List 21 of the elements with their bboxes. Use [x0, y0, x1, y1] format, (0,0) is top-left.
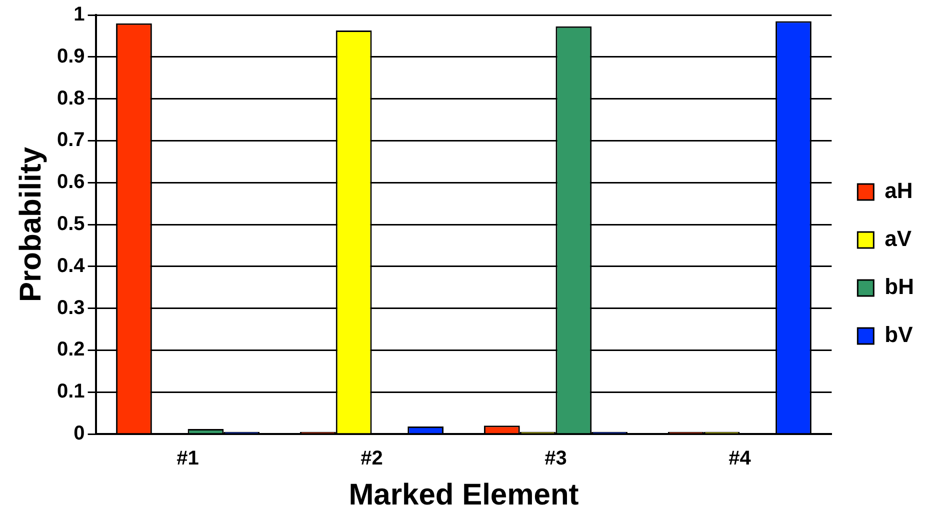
- y-tick-label: 0.9: [56, 45, 85, 68]
- legend-label: bH: [884, 274, 914, 300]
- legend-label: bV: [884, 322, 914, 348]
- y-tick-label: 0.2: [56, 338, 85, 361]
- y-axis-title: Probability: [14, 146, 48, 302]
- x-tick-label: #1: [176, 448, 199, 470]
- y-tick-label: 0.3: [56, 296, 85, 319]
- x-tick-label: #2: [360, 448, 383, 470]
- y-tick-label: 0.6: [56, 171, 85, 194]
- x-axis-title: Marked Element: [348, 478, 579, 512]
- y-tick-label: 0.8: [56, 87, 85, 110]
- y-tick-label: 1: [74, 4, 85, 26]
- x-tick-label: #4: [728, 448, 752, 470]
- y-tick-label: 0.4: [56, 254, 86, 277]
- y-tick-label: 0: [74, 422, 85, 445]
- legend-label: aH: [884, 178, 913, 204]
- y-tick-label: 0.1: [56, 380, 85, 403]
- y-tick-label: 0.5: [56, 213, 85, 236]
- legend-label: aV: [884, 226, 912, 252]
- y-tick-label: 0.7: [56, 129, 85, 152]
- x-tick-label: #3: [544, 448, 567, 470]
